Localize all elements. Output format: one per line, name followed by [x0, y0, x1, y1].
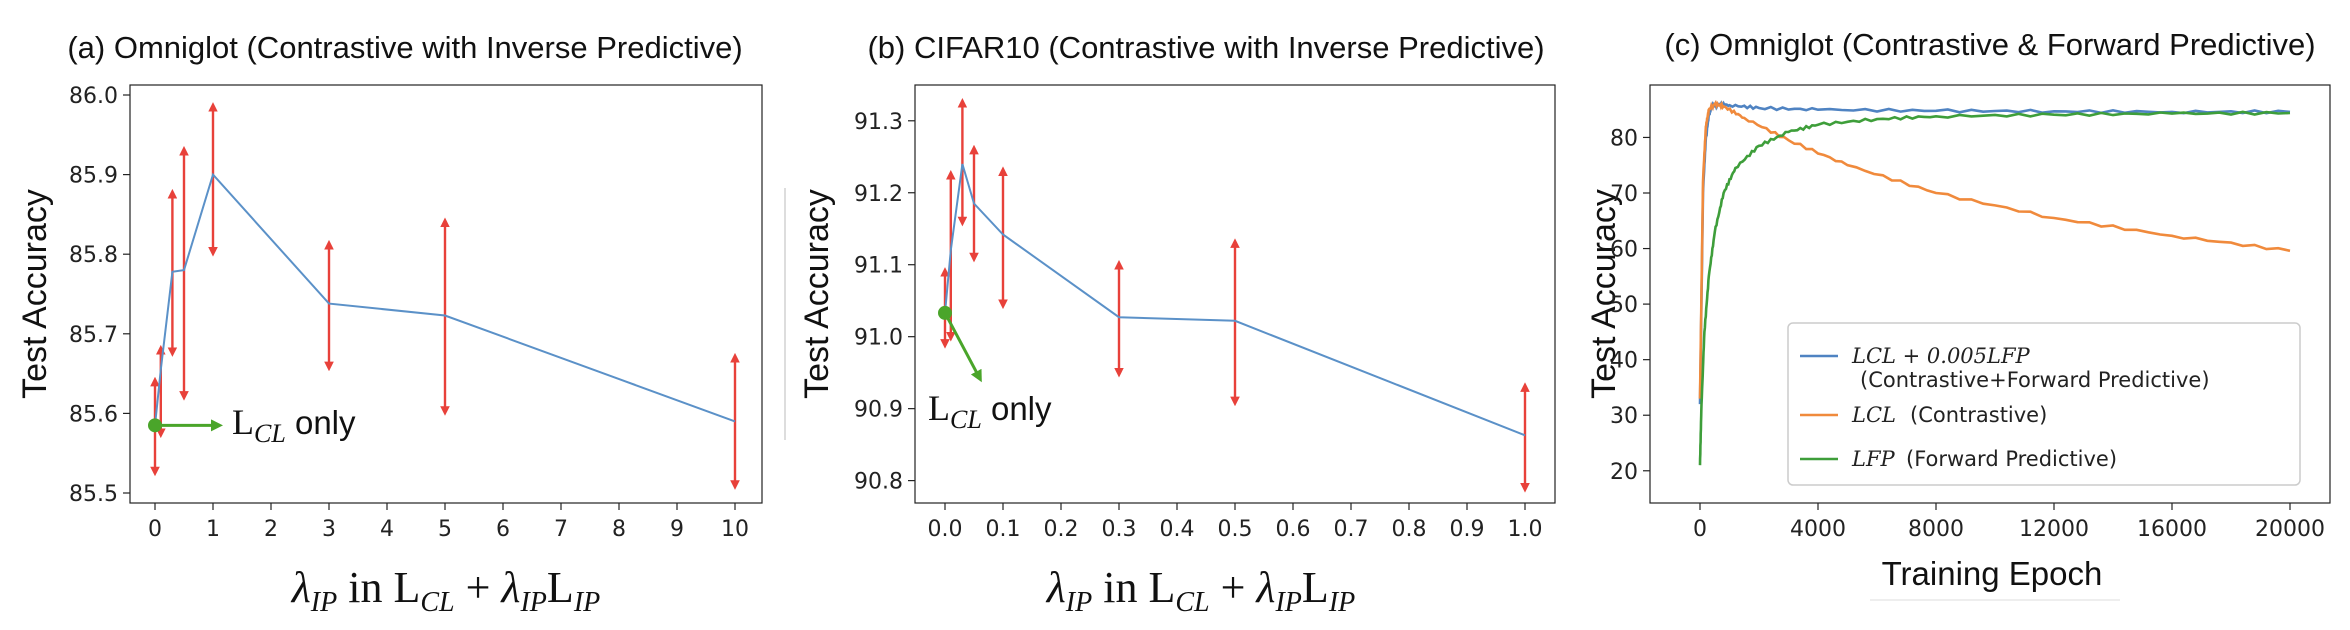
x-tick-label: 0.0 — [928, 517, 963, 542]
y-tick-label: 86.0 — [69, 84, 118, 109]
y-tick-label: 91.3 — [854, 110, 903, 135]
legend-label: LCL — [1851, 403, 1896, 427]
x-tick-label: 0.1 — [986, 517, 1021, 542]
panel-a-xlabel: λIP in LCL + λIPLIP — [290, 563, 601, 618]
panel-c-ylabel: Test Accuracy — [1585, 189, 1623, 399]
y-tick-label: 91.1 — [854, 254, 903, 279]
y-tick-label: 85.6 — [69, 402, 118, 427]
panel-a: (a) Omniglot (Contrastive with Inverse P… — [16, 30, 763, 618]
x-tick-label: 0.4 — [1160, 517, 1195, 542]
panel-b: (b) CIFAR10 (Contrastive with Inverse Pr… — [784, 30, 1556, 618]
x-tick-label: 8000 — [1908, 517, 1964, 542]
y-tick-label: 85.5 — [69, 482, 118, 507]
legend-desc: (Forward Predictive) — [1906, 447, 2117, 471]
legend-label: LFP — [1851, 447, 1896, 471]
y-tick-label: 85.7 — [69, 323, 118, 348]
x-tick-label: 0 — [148, 517, 162, 542]
annotation-label: LCL only — [928, 388, 1052, 434]
annotation-dot — [938, 305, 952, 320]
y-tick-label: 90.8 — [854, 470, 903, 495]
annotation-dot — [148, 418, 162, 433]
panel-a-ylabel: Test Accuracy — [16, 189, 54, 399]
x-tick-label: 0.5 — [1218, 517, 1253, 542]
x-tick-label: 0.3 — [1102, 517, 1137, 542]
series-line — [1698, 110, 2291, 466]
legend-desc: (Contrastive+Forward Predictive) — [1860, 368, 2210, 392]
x-tick-label: 10 — [721, 517, 749, 542]
annotation-arrow — [943, 312, 982, 383]
x-tick-label: 0.8 — [1392, 517, 1427, 542]
x-tick-label: 9 — [670, 517, 684, 542]
panel-c-xlabel: Training Epoch — [1882, 555, 2103, 592]
x-tick-label: 1 — [206, 517, 220, 542]
x-tick-label: 16000 — [2137, 517, 2207, 542]
x-tick-label: 4000 — [1790, 517, 1846, 542]
panel-c-plot-area — [1649, 84, 2331, 504]
x-tick-label: 6 — [496, 517, 510, 542]
panel-c-legend: LCL + 0.005LFP(Contrastive+Forward Predi… — [1787, 322, 2301, 486]
panel-a-plot-area — [129, 84, 763, 504]
y-tick-label: 91.2 — [854, 182, 903, 207]
panel-a-title: (a) Omniglot (Contrastive with Inverse P… — [67, 30, 742, 65]
x-tick-label: 4 — [380, 517, 394, 542]
x-tick-label: 1.0 — [1508, 517, 1543, 542]
series-line — [1698, 99, 2291, 399]
x-tick-label: 5 — [438, 517, 452, 542]
x-tick-label: 8 — [612, 517, 626, 542]
legend-desc: (Contrastive) — [1910, 403, 2047, 427]
annotation-label: LCL only — [232, 402, 356, 448]
x-tick-label: 0.6 — [1276, 517, 1311, 542]
panel-c-title: (c) Omniglot (Contrastive & Forward Pred… — [1664, 27, 2315, 62]
y-tick-label: 60 — [1610, 238, 1638, 263]
y-tick-label: 80 — [1610, 126, 1638, 151]
x-tick-label: 3 — [322, 517, 336, 542]
x-tick-label: 12000 — [2019, 517, 2089, 542]
y-tick-label: 91.0 — [854, 326, 903, 351]
x-tick-label: 2 — [264, 517, 278, 542]
panel-b-series-line — [944, 163, 1526, 437]
y-tick-label: 70 — [1610, 182, 1638, 207]
panel-a-series-line — [154, 172, 736, 426]
x-tick-label: 0 — [1693, 517, 1707, 542]
y-tick-label: 50 — [1610, 293, 1638, 318]
panel-b-title: (b) CIFAR10 (Contrastive with Inverse Pr… — [867, 30, 1544, 65]
x-tick-label: 7 — [554, 517, 568, 542]
legend-frame — [1787, 322, 2301, 486]
y-tick-label: 85.9 — [69, 164, 118, 189]
legend-label: LCL + 0.005LFP — [1851, 344, 2031, 368]
x-tick-label: 0.9 — [1450, 517, 1485, 542]
y-tick-label: 90.9 — [854, 398, 903, 423]
panel-c: (c) Omniglot (Contrastive & Forward Pred… — [1585, 27, 2331, 601]
y-tick-label: 20 — [1610, 460, 1638, 485]
x-tick-label: 20000 — [2255, 517, 2325, 542]
panel-b-annotation: LCL only — [928, 305, 1052, 434]
panel-b-ylabel: Test Accuracy — [798, 189, 836, 399]
x-tick-label: 0.2 — [1044, 517, 1079, 542]
panel-a-annotation: LCL only — [148, 402, 356, 448]
panel-b-xlabel: λIP in LCL + λIPLIP — [1045, 563, 1356, 618]
y-tick-label: 30 — [1610, 404, 1638, 429]
y-tick-label: 85.8 — [69, 243, 118, 268]
x-tick-label: 0.7 — [1334, 517, 1369, 542]
y-tick-label: 40 — [1610, 349, 1638, 374]
